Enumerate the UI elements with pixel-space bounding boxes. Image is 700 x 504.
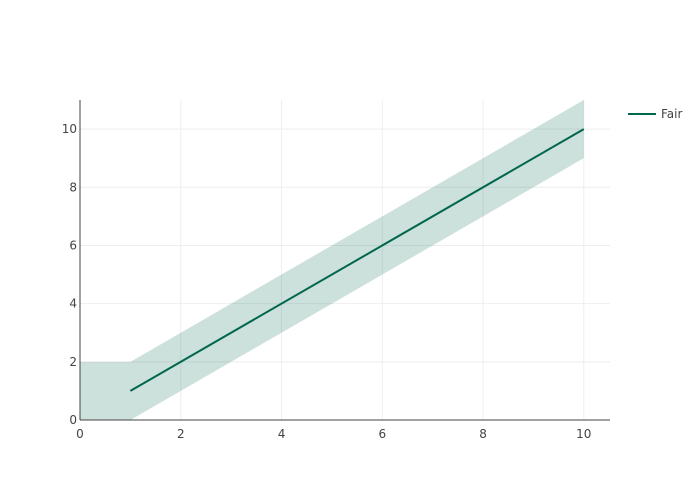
grid [80,100,610,420]
legend[interactable]: Fair [628,107,682,121]
x-tick-label: 4 [278,427,286,441]
lines [129,128,585,392]
x-tick-label: 10 [576,427,591,441]
x-tick-label: 2 [177,427,185,441]
y-tick-label: 0 [69,413,77,427]
y-tick-label: 2 [69,355,77,369]
x-tick-label: 0 [76,427,84,441]
y-tick-label: 8 [69,180,77,194]
y-tick-label: 4 [69,297,77,311]
x-tick-label: 6 [378,427,386,441]
y-tick-label: 10 [62,122,77,136]
confidence-band [80,100,584,420]
x-tick-label: 8 [479,427,487,441]
legend-label: Fair [661,107,682,121]
bands [80,100,584,420]
series-line [129,128,585,392]
y-tick-label: 6 [69,238,77,252]
axes: 0 2 4 6 8 10 0 2 4 6 8 10 [62,100,610,441]
